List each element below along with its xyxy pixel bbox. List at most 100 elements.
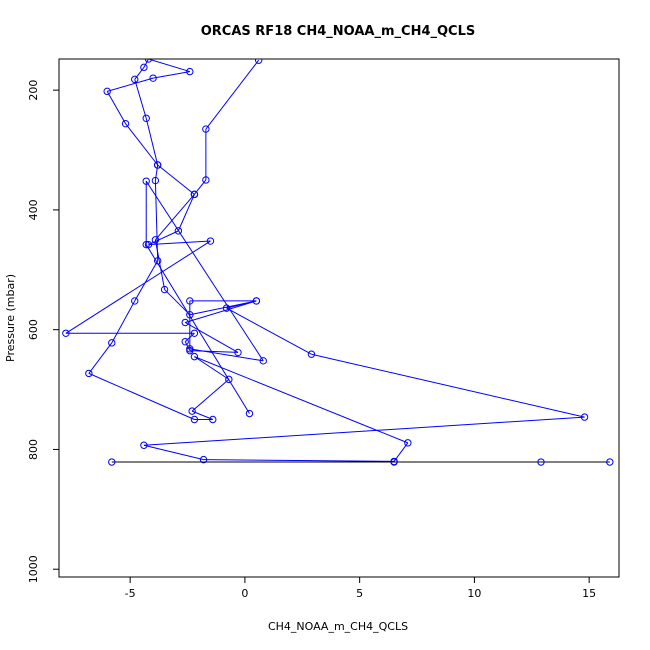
- series-segment: [185, 300, 257, 323]
- series-segment: [164, 289, 191, 316]
- data-point: [142, 177, 150, 185]
- data-point: [190, 415, 199, 424]
- data-point: [181, 318, 189, 327]
- data-point: [390, 458, 398, 466]
- data-point: [62, 329, 70, 337]
- data-point: [190, 352, 199, 361]
- data-point: [202, 176, 210, 184]
- data-point: [209, 415, 217, 424]
- x-tick-label: 5: [356, 587, 363, 600]
- data-point: [153, 257, 162, 265]
- data-point: [190, 190, 199, 199]
- series-segment: [145, 180, 264, 362]
- data-point: [245, 409, 254, 418]
- series-segment: [226, 300, 257, 309]
- data-point: [202, 125, 210, 133]
- data-point: [153, 161, 162, 169]
- series-segment: [143, 59, 149, 68]
- data-point: [174, 227, 183, 235]
- series-segment: [226, 307, 312, 355]
- series-segment: [154, 239, 166, 290]
- data-point: [606, 458, 614, 466]
- data-point: [188, 407, 196, 415]
- data-point: [259, 357, 267, 365]
- series-segment: [125, 123, 159, 166]
- series-segment: [184, 322, 239, 353]
- data-point: [149, 74, 157, 82]
- data-point: [140, 63, 148, 72]
- data-point: [151, 176, 160, 185]
- series-segment: [154, 180, 159, 261]
- series-segment: [111, 300, 136, 344]
- y-axis-label: Pressure (mbar): [4, 274, 17, 362]
- series-segment: [194, 356, 409, 444]
- data-point: [151, 236, 160, 244]
- data-point: [85, 369, 93, 378]
- series-segment: [88, 372, 195, 420]
- data-point: [307, 350, 316, 358]
- y-tick-label: 200: [27, 80, 40, 101]
- series-segment: [191, 410, 213, 420]
- series-segment: [65, 240, 211, 334]
- series-segment: [145, 118, 159, 166]
- x-tick-label: 15: [582, 587, 596, 600]
- series-segment: [143, 444, 204, 461]
- series-segment: [143, 416, 585, 446]
- y-axis: 200 400 600 800 1000: [27, 80, 59, 583]
- data-point: [160, 285, 169, 294]
- series-segment: [145, 244, 250, 414]
- series-segment: [311, 353, 585, 418]
- data-point: [252, 297, 261, 305]
- y-tick-label: 1000: [27, 555, 40, 583]
- y-tick-label: 800: [27, 439, 40, 460]
- plot-area: [58, 58, 620, 578]
- series-segment: [88, 342, 113, 374]
- series-segment: [154, 164, 159, 181]
- series-segment: [107, 77, 154, 92]
- series-segment: [393, 442, 409, 462]
- data-point: [186, 311, 194, 319]
- data-point: [140, 441, 148, 449]
- series-segment: [177, 194, 195, 232]
- data-point: [190, 329, 199, 337]
- data-point: [186, 67, 194, 76]
- data-point: [537, 458, 545, 466]
- x-tick-label: -5: [125, 587, 136, 600]
- series-1: [62, 59, 589, 466]
- series-segment: [148, 59, 190, 73]
- data-point: [254, 59, 263, 64]
- series-segment: [189, 348, 264, 362]
- series-segment: [134, 67, 145, 80]
- series-segment: [134, 260, 159, 302]
- x-tick-label: 0: [241, 587, 248, 600]
- series-segment: [106, 91, 126, 124]
- data-point: [186, 297, 194, 305]
- data-point: [121, 119, 130, 128]
- series-segment: [191, 379, 230, 412]
- series-segment: [155, 194, 195, 241]
- data-point: [186, 345, 194, 353]
- series-segment: [148, 240, 211, 246]
- x-tick-label: 10: [467, 587, 481, 600]
- y-tick-label: 400: [27, 199, 40, 220]
- series-segment: [203, 459, 395, 462]
- data-point: [108, 458, 116, 466]
- data-point: [225, 375, 233, 384]
- data-point: [131, 75, 139, 84]
- data-point: [131, 297, 139, 305]
- series-segment: [189, 350, 239, 353]
- data-point: [142, 114, 150, 122]
- y-tick-label: 600: [27, 319, 40, 340]
- series-segment: [134, 79, 147, 119]
- data-point: [580, 413, 589, 421]
- data-point: [404, 439, 412, 447]
- data-point: [206, 237, 215, 245]
- data-point: [234, 348, 242, 357]
- series-2: [108, 458, 614, 466]
- data-point: [199, 455, 208, 464]
- series-segment: [194, 356, 230, 380]
- series-segment: [157, 164, 195, 195]
- series-segment: [153, 71, 190, 79]
- data-point: [181, 337, 189, 346]
